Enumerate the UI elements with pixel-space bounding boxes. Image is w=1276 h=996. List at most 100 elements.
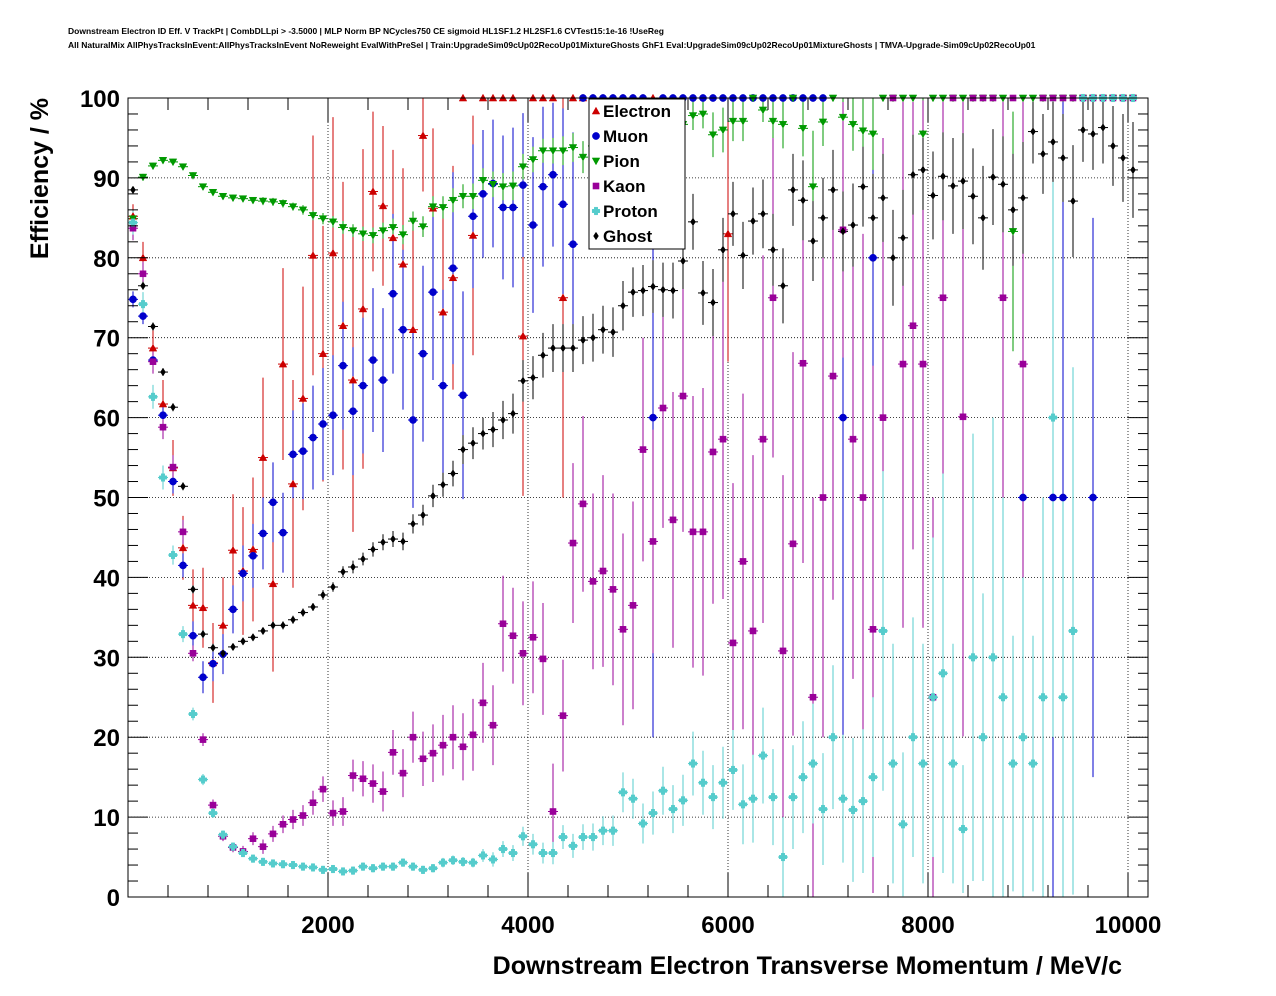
ghost-point	[590, 333, 596, 342]
proton-point	[458, 857, 468, 866]
ghost-point	[320, 590, 326, 600]
proton-point	[598, 826, 608, 835]
kaon-point	[779, 647, 787, 655]
kaon-point	[389, 749, 397, 756]
electron-point	[558, 293, 568, 302]
legend-marker-kaon	[592, 182, 600, 190]
ghost-point	[940, 172, 946, 181]
electron-point	[188, 601, 198, 609]
kaon-point	[579, 500, 587, 508]
proton-point	[1058, 693, 1068, 702]
proton-point	[408, 862, 418, 871]
ghost-point	[1000, 180, 1006, 189]
pion-point	[478, 177, 488, 185]
proton-point	[608, 826, 618, 835]
pion-point	[738, 117, 748, 126]
pion-point	[708, 131, 718, 140]
proton-point	[1018, 733, 1028, 742]
proton-point	[938, 669, 948, 678]
ghost-point	[790, 185, 796, 195]
muon-point	[349, 407, 357, 416]
proton-point	[628, 794, 638, 803]
ghost-point	[810, 236, 816, 246]
legend-box	[588, 98, 686, 250]
legend-marker-proton	[591, 206, 601, 216]
legend-label-muon: Muon	[603, 127, 648, 146]
ghost-point	[660, 285, 666, 295]
kaon-point	[529, 634, 537, 641]
ghost-point	[610, 327, 616, 337]
muon-point	[469, 212, 477, 221]
y-tick-label: 100	[80, 86, 120, 113]
y-tick-label: 30	[93, 645, 120, 672]
x-tick-label: 2000	[301, 912, 354, 939]
muon-point	[319, 420, 327, 428]
electron-point	[288, 479, 298, 488]
pion-point	[338, 224, 348, 232]
kaon-point	[189, 650, 197, 657]
pion-point	[228, 194, 238, 203]
ghost-point	[190, 585, 196, 594]
pion-point	[148, 162, 158, 171]
ghost-point	[1120, 153, 1126, 163]
ghost-point	[390, 534, 396, 544]
ghost-point	[280, 621, 286, 630]
pion-point	[188, 172, 198, 180]
ghost-point	[200, 629, 206, 639]
legend-marker-pion	[591, 157, 601, 166]
ghost-point	[670, 286, 676, 295]
kaon-point	[649, 538, 657, 545]
proton-point	[888, 759, 898, 768]
proton-point	[148, 392, 158, 401]
electron-point	[278, 359, 288, 368]
ghost-point	[290, 615, 296, 625]
kaon-point	[369, 780, 377, 787]
pion-point	[808, 183, 818, 192]
pion-point	[868, 130, 878, 139]
muon-point	[159, 411, 167, 420]
ghost-point	[680, 256, 686, 266]
kaon-point	[479, 699, 487, 707]
ghost-point	[780, 281, 786, 291]
proton-point	[648, 809, 658, 818]
pion-point	[178, 163, 188, 172]
muon-point	[519, 181, 527, 189]
kaon-point	[429, 749, 437, 757]
muon-point	[249, 551, 257, 560]
pion-point	[398, 231, 408, 239]
y-axis-label: Efficiency / %	[26, 98, 54, 259]
ghost-point	[170, 402, 176, 412]
proton-point	[338, 867, 348, 876]
ghost-point	[700, 288, 706, 298]
proton-point	[518, 832, 528, 841]
pion-point	[288, 203, 298, 211]
ghost-point	[1110, 141, 1116, 151]
ghost-point	[720, 245, 726, 255]
pion-point	[498, 183, 508, 192]
kaon-point	[809, 693, 817, 701]
pion-point	[168, 158, 178, 167]
kaon-point	[709, 448, 717, 456]
kaon-point	[939, 294, 947, 302]
kaon-point	[199, 736, 207, 743]
proton-point	[298, 862, 308, 871]
ghost-point	[490, 425, 496, 434]
pion-point	[408, 217, 418, 226]
kaon-point	[519, 650, 527, 657]
proton-point	[638, 819, 648, 828]
pion-point	[548, 147, 558, 156]
proton-point	[958, 825, 968, 834]
kaon-point	[489, 721, 497, 729]
ghost-point	[520, 376, 526, 386]
pion-point	[458, 192, 468, 201]
kaon-point	[789, 540, 797, 548]
proton-point	[398, 858, 408, 867]
ghost-point	[430, 491, 436, 501]
ghost-point	[840, 227, 846, 236]
kaon-point	[459, 743, 467, 751]
proton-point	[508, 849, 518, 858]
ghost-point	[470, 438, 476, 448]
kaon-point	[799, 359, 807, 367]
pion-point	[698, 110, 708, 119]
muon-point	[399, 325, 407, 334]
